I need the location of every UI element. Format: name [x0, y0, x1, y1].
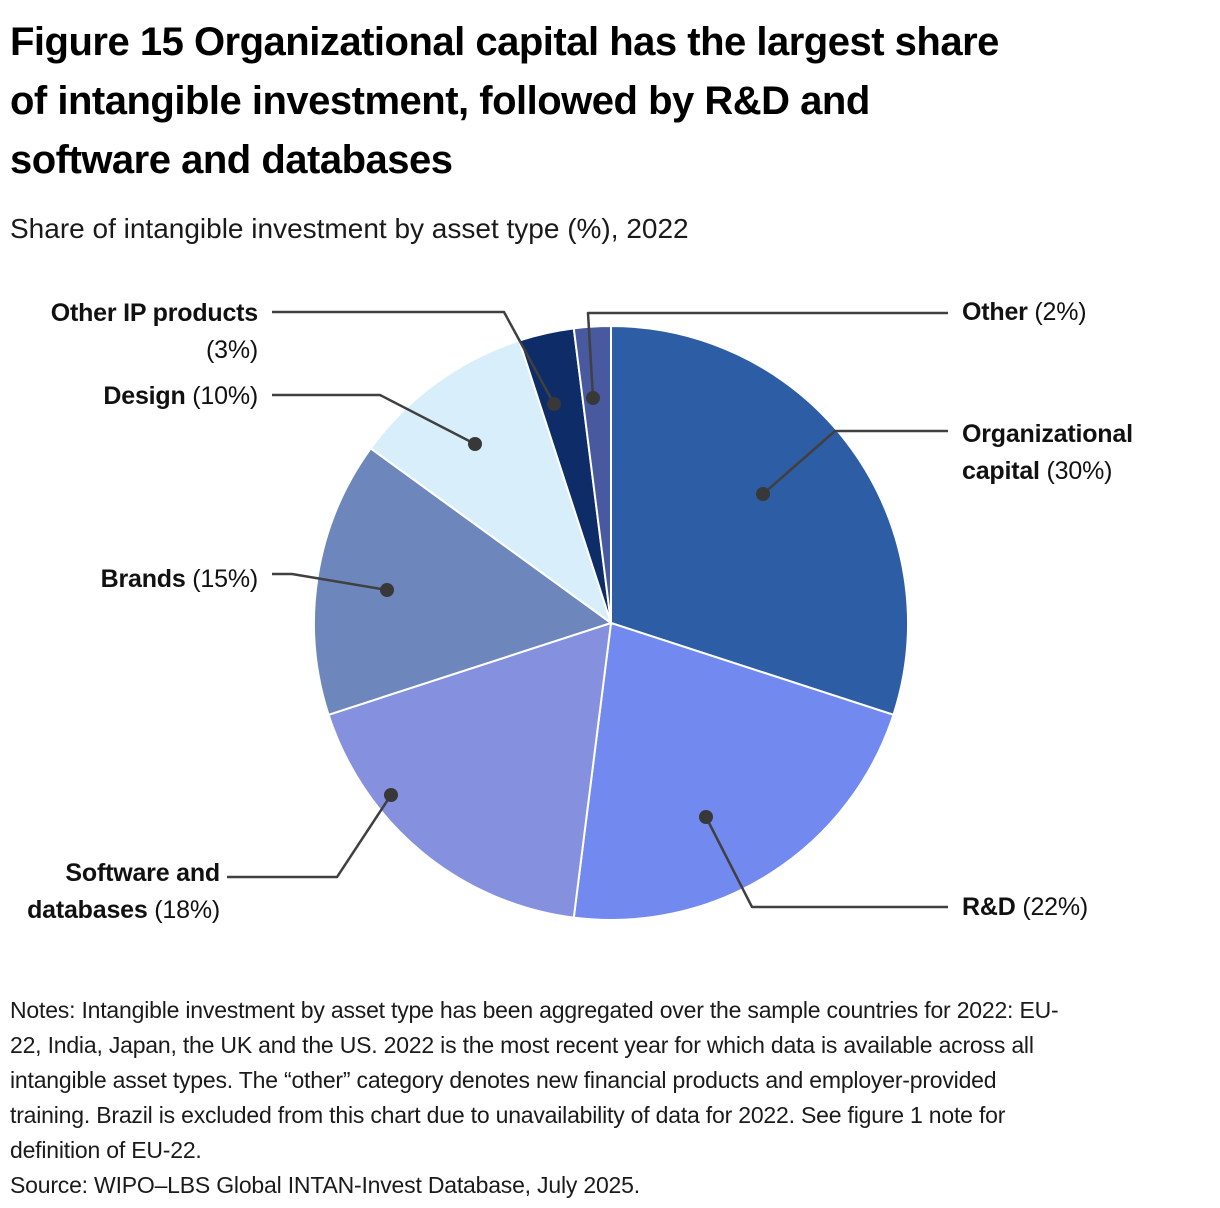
pie-slice-design: [369, 339, 612, 624]
slice-label-other: Other (2%): [962, 298, 1087, 326]
notes-line: training. Brazil is excluded from this c…: [10, 1102, 1006, 1128]
leader-dot-software-and-databases: [384, 788, 398, 802]
slice-label-other-ip-products: Other IP products (3%): [50, 299, 258, 364]
leader-line-software-and-databases: [227, 794, 393, 879]
leader-line-organizational-capital: [762, 429, 948, 495]
notes-line: Notes: Intangible investment by asset ty…: [10, 997, 1059, 1023]
leader-dot-organizational-capital: [756, 487, 770, 501]
pie-slice-r-d: [572, 622, 895, 921]
figure-title-line-3: software and databases: [10, 138, 453, 182]
leader-line-other: [586, 311, 948, 399]
source-line: Source: WIPO–LBS Global INTAN-Invest Dat…: [10, 1172, 640, 1198]
notes-line: 22, India, Japan, the UK and the US. 202…: [10, 1032, 1034, 1058]
figure-title: Figure 15 Organizational capital has the…: [10, 13, 999, 190]
notes-line: definition of EU-22.: [10, 1137, 202, 1163]
figure-subtitle: Share of intangible investment by asset …: [10, 213, 689, 244]
slice-label-organizational-capital: Organizational capital (30%): [962, 420, 1133, 485]
leader-line-design: [272, 393, 476, 446]
notes-line: intangible asset types. The “other” cate…: [10, 1067, 997, 1093]
pie-slice-organizational-capital: [610, 325, 909, 716]
slice-label-r-d: R&D (22%): [962, 893, 1089, 921]
leader-dot-brands: [380, 583, 394, 597]
figure-title-line-1: Figure 15 Organizational capital has the…: [10, 20, 999, 64]
leader-dot-design: [468, 437, 482, 451]
slice-label-design: Design (10%): [103, 382, 258, 410]
figure-notes: Notes: Intangible investment by asset ty…: [10, 993, 1215, 1203]
figure-title-line-2: of intangible investment, followed by R&…: [10, 79, 870, 123]
leader-dot-other: [586, 391, 600, 405]
leader-line-other-ip-products: [272, 310, 556, 405]
slice-label-brands: Brands (15%): [100, 565, 259, 593]
leader-dot-r-d: [699, 810, 713, 824]
pie-slice-brands: [313, 447, 612, 716]
leader-dot-other-ip-products: [547, 397, 561, 411]
leader-line-brands: [272, 572, 388, 592]
pie-slice-software-and-databases: [327, 622, 612, 919]
leader-line-r-d: [704, 816, 948, 909]
slice-label-software-and-databases: Software and databases (18%): [27, 859, 220, 924]
pie-slice-other: [572, 325, 612, 624]
